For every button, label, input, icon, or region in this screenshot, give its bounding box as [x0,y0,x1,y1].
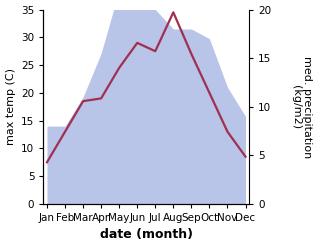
X-axis label: date (month): date (month) [100,228,193,242]
Y-axis label: med. precipitation
(kg/m2): med. precipitation (kg/m2) [291,56,313,158]
Y-axis label: max temp (C): max temp (C) [5,68,16,145]
